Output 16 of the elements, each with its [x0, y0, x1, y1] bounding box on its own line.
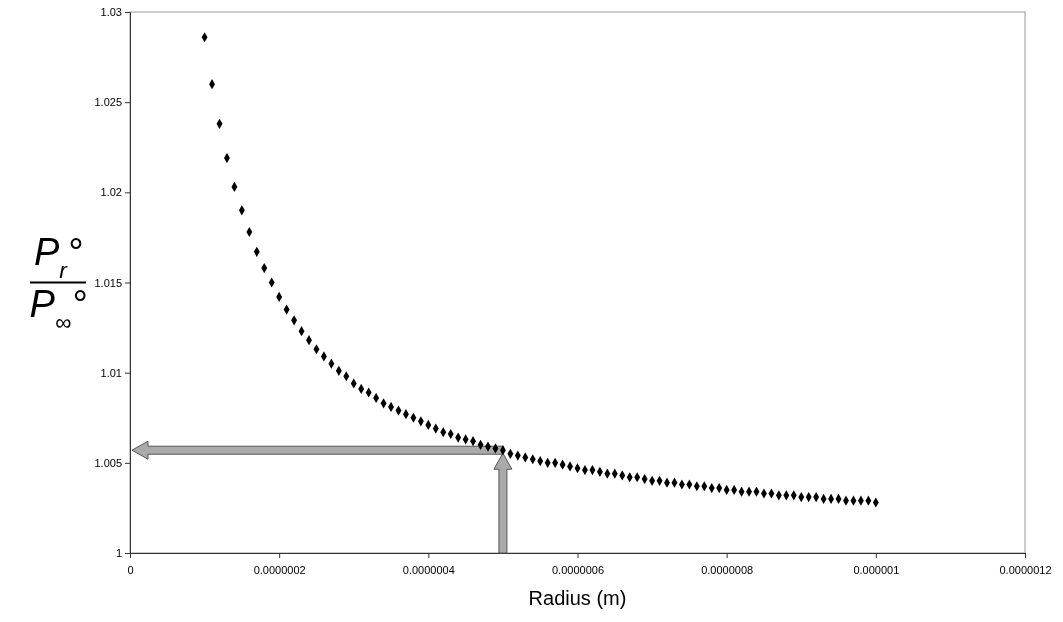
y-tick-label: 1.03 — [100, 6, 122, 19]
x-tick-label: 0.0000012 — [999, 564, 1052, 577]
x-tick-label: 0.0000004 — [402, 564, 455, 577]
x-axis-title: Radius (m) — [528, 587, 627, 609]
x-tick-label: 0 — [127, 564, 134, 577]
x-tick-label: 0.0000006 — [552, 564, 604, 577]
x-tick-label: 0.0000002 — [253, 564, 306, 577]
y-tick-label: 1 — [115, 547, 122, 560]
y-axis-title: P$_{r}$° P$_{∞}$° — [29, 230, 87, 335]
y-tick-label: 1.015 — [94, 276, 122, 289]
y-tick-label: 1.02 — [100, 186, 122, 199]
y-tick-label: 1.005 — [94, 456, 122, 469]
y-tick-label: 1.01 — [100, 366, 122, 379]
x-tick-label: 0.0000008 — [701, 564, 754, 577]
y-tick-label: 1.025 — [94, 96, 122, 109]
x-tick-label: 0.000001 — [853, 564, 900, 577]
